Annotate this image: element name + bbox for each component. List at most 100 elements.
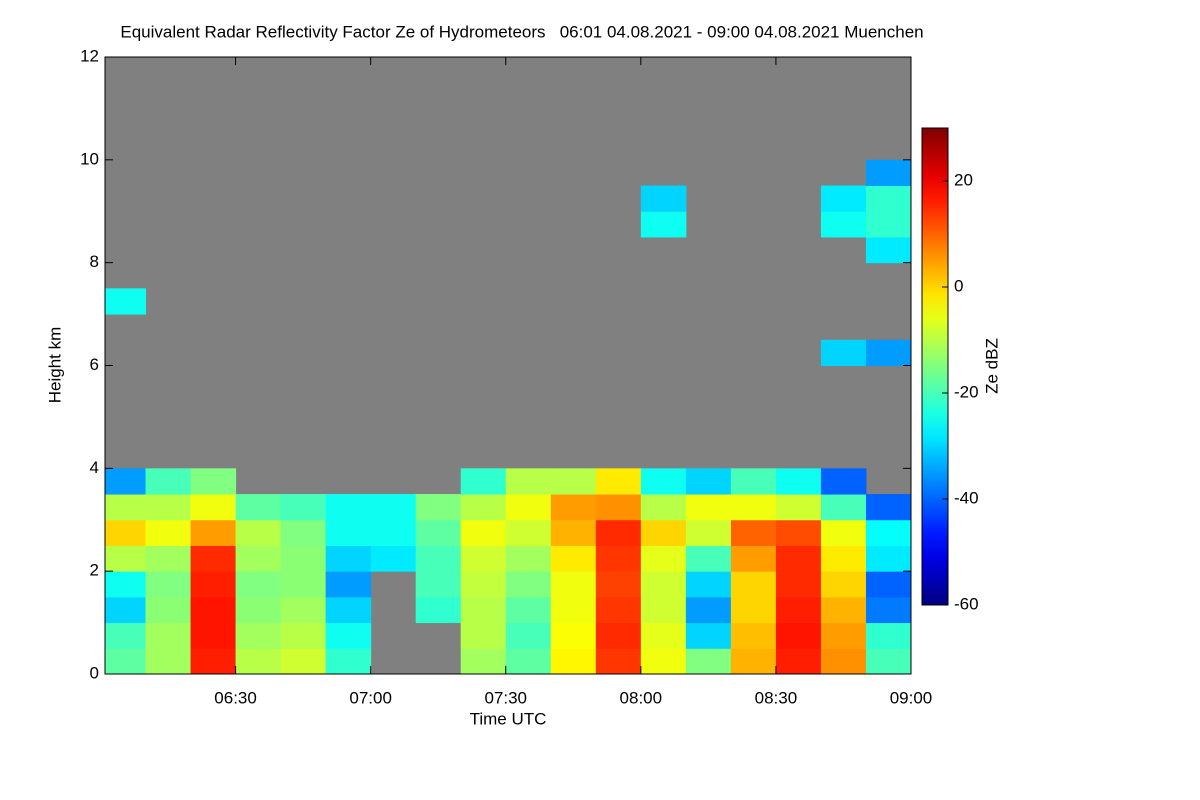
heat-cell <box>105 519 147 546</box>
heat-cell <box>820 648 867 675</box>
heat-cell <box>190 545 237 572</box>
heat-cell <box>820 622 867 649</box>
heat-cell <box>415 571 462 598</box>
y-tick-label: 0 <box>90 663 99 682</box>
heat-cell <box>145 622 192 649</box>
heat-cell <box>325 494 372 521</box>
heat-cell <box>820 339 867 366</box>
heat-cell <box>105 545 147 572</box>
heat-cell <box>235 596 282 624</box>
colorbar-tick-label: -40 <box>954 488 979 507</box>
heat-cell <box>550 519 597 546</box>
heat-cell <box>505 494 552 521</box>
colorbar-tick-label: 0 <box>954 276 963 295</box>
heat-cell <box>730 494 777 521</box>
heat-cell <box>325 571 372 598</box>
heat-cell <box>145 596 192 624</box>
heat-cell <box>505 596 552 624</box>
heat-cell <box>865 211 912 238</box>
heat-cell <box>190 596 237 624</box>
heat-cell <box>685 596 732 624</box>
heat-cell <box>820 596 867 624</box>
heat-cell <box>105 622 147 649</box>
y-tick-label: 10 <box>80 149 99 168</box>
heat-cell <box>235 494 282 521</box>
colorbar-label: Ze dBZ <box>982 338 1001 394</box>
heat-cell <box>640 185 687 212</box>
x-tick-label: 06:30 <box>214 688 257 707</box>
heat-cell <box>415 596 462 624</box>
heat-cell <box>460 622 507 649</box>
heat-cell <box>280 519 327 546</box>
y-axis-label: Height km <box>45 327 64 404</box>
heat-cell <box>640 519 687 546</box>
colorbar-tick-label: -60 <box>954 594 979 613</box>
heat-cell <box>775 545 822 572</box>
heat-cell <box>730 571 777 598</box>
chart-title: Equivalent Radar Reflectivity Factor Ze … <box>120 22 923 41</box>
heat-cell <box>280 494 327 521</box>
y-tick-label: 12 <box>80 46 99 65</box>
heat-cell <box>460 468 507 495</box>
heat-cell <box>775 519 822 546</box>
heat-cell <box>865 159 912 187</box>
heat-cell <box>775 571 822 598</box>
heat-cell <box>640 596 687 624</box>
heat-cell <box>190 571 237 598</box>
heat-cell <box>550 596 597 624</box>
heat-cell <box>505 622 552 649</box>
heat-cell <box>595 622 642 649</box>
heat-cell <box>775 622 822 649</box>
heat-cell <box>505 468 552 495</box>
heat-cell <box>505 648 552 675</box>
x-tick-label: 08:30 <box>755 688 798 707</box>
y-tick-label: 4 <box>90 458 99 477</box>
heat-cell <box>235 571 282 598</box>
heat-cell <box>280 648 327 675</box>
heat-cell <box>550 494 597 521</box>
heat-cell <box>280 596 327 624</box>
x-tick-label: 08:00 <box>620 688 663 707</box>
heat-cell <box>325 519 372 546</box>
heat-cell <box>105 648 147 675</box>
y-tick-label: 2 <box>90 561 99 580</box>
heat-cell <box>280 622 327 649</box>
heat-cell <box>775 596 822 624</box>
heat-cell <box>595 468 642 495</box>
heat-cell <box>550 571 597 598</box>
heat-cell <box>190 494 237 521</box>
heat-cell <box>460 596 507 624</box>
heat-cell <box>235 622 282 649</box>
heat-cell <box>460 519 507 546</box>
heat-cell <box>685 468 732 495</box>
heat-cell <box>145 571 192 598</box>
heat-cell <box>820 494 867 521</box>
heat-cell <box>280 545 327 572</box>
heat-cell <box>415 494 462 521</box>
heat-cell <box>460 545 507 572</box>
heat-cell <box>595 519 642 546</box>
heat-cell <box>280 571 327 598</box>
heat-cell <box>775 494 822 521</box>
heat-cell <box>685 622 732 649</box>
heat-cell <box>415 545 462 572</box>
heat-cell <box>865 571 912 598</box>
heat-cell <box>640 545 687 572</box>
heat-cell <box>325 596 372 624</box>
heat-cell <box>685 648 732 675</box>
heat-cell <box>820 468 867 495</box>
heat-cell <box>685 545 732 572</box>
heat-cell <box>820 211 867 238</box>
heat-cell <box>685 494 732 521</box>
heat-cell <box>775 648 822 675</box>
heat-cell <box>370 494 417 521</box>
heat-cell <box>595 494 642 521</box>
heat-cell <box>730 545 777 572</box>
heat-cell <box>640 648 687 675</box>
heat-cell <box>595 596 642 624</box>
heat-cell <box>730 622 777 649</box>
colorbar-tick-label: -20 <box>954 382 979 401</box>
heat-cell <box>370 519 417 546</box>
heat-cell <box>190 648 237 675</box>
